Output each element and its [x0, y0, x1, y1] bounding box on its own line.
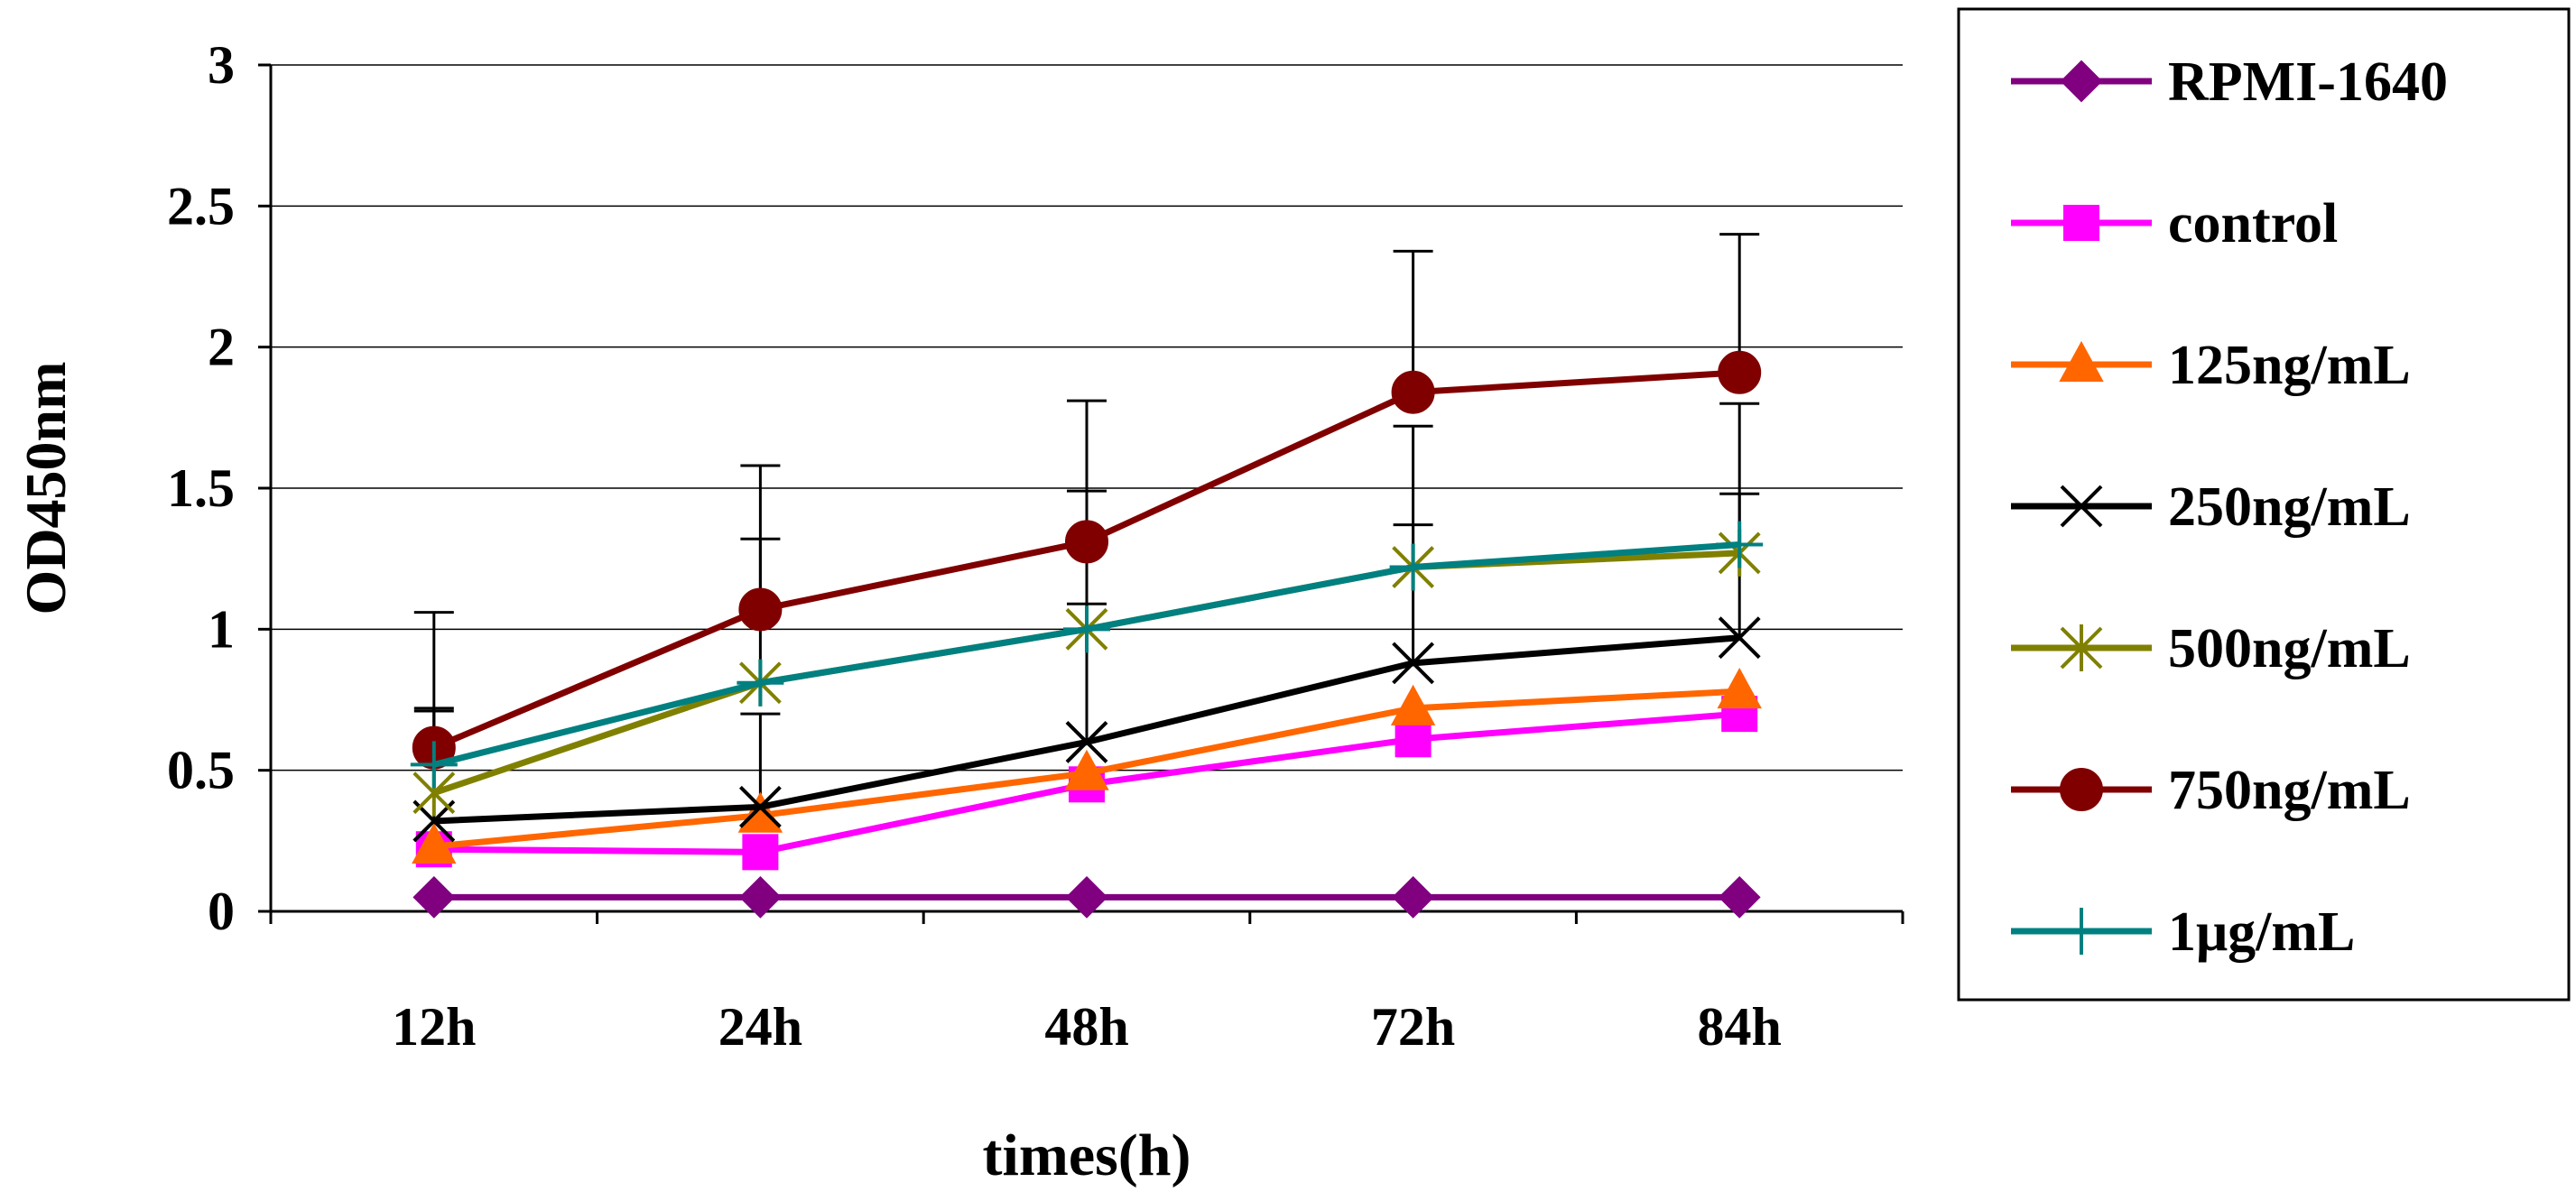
legend-item: 500ng/mL: [2011, 618, 2411, 679]
legend-item: control: [2011, 193, 2338, 254]
legend-label: control: [2168, 193, 2338, 254]
legend-item: 750ng/mL: [2011, 760, 2411, 821]
data-point: [1716, 521, 1764, 568]
data-point: [738, 587, 783, 632]
error-bar: [1067, 399, 1107, 542]
x-tick-label: 72h: [1371, 997, 1455, 1057]
data-point: [1392, 875, 1435, 919]
data-point: [737, 791, 783, 833]
data-point: [1063, 605, 1110, 653]
error-bar: [413, 611, 454, 748]
series-group: [412, 668, 1762, 864]
y-tick-label: 1.5: [167, 458, 235, 518]
legend-label: 750ng/mL: [2168, 760, 2411, 821]
legend-item: 1μg/mL: [2011, 901, 2355, 963]
data-point: [1065, 520, 1108, 564]
error-bar: [740, 712, 781, 808]
data-point: [1717, 668, 1762, 709]
data-point: [1391, 370, 1435, 414]
data-point: [1389, 543, 1437, 591]
x-tick-label: 12h: [392, 997, 476, 1057]
legend-marker: [2063, 205, 2099, 241]
y-tick-label: 2: [208, 318, 235, 377]
y-tick-label: 0.5: [167, 741, 235, 800]
y-tick-label: 2.5: [167, 176, 235, 236]
y-tick-label: 1: [208, 599, 235, 659]
data-point: [412, 823, 457, 864]
error-bar: [1393, 249, 1433, 393]
legend-label: 1μg/mL: [2168, 901, 2355, 963]
error-bar: [740, 464, 781, 610]
x-tick-label: 84h: [1698, 997, 1782, 1057]
legend-label: 500ng/mL: [2168, 618, 2411, 679]
data-point: [1392, 642, 1435, 685]
data-point: [738, 785, 782, 828]
data-point: [1390, 684, 1436, 725]
legend-label: 250ng/mL: [2168, 476, 2411, 538]
x-tick-label: 48h: [1044, 997, 1128, 1057]
series-group: [412, 875, 1761, 919]
legend-marker: [2058, 908, 2105, 955]
legend-label: 125ng/mL: [2168, 335, 2411, 396]
data-point: [412, 875, 456, 919]
data-point: [1395, 721, 1432, 758]
error-bar: [1393, 424, 1433, 568]
y-tick-label: 3: [208, 35, 235, 95]
data-point: [742, 834, 779, 871]
data-point: [1718, 350, 1762, 394]
x-axis-title: times(h): [983, 1122, 1191, 1188]
data-point: [1064, 749, 1109, 790]
data-point: [1065, 720, 1108, 763]
data-point: [1718, 875, 1761, 919]
legend-item: 125ng/mL: [2011, 335, 2411, 396]
legend-marker: [2060, 60, 2103, 103]
error-bar: [1719, 233, 1760, 373]
legend-marker: [2059, 340, 2104, 382]
legend-item: RPMI-1640: [2011, 51, 2448, 113]
data-point: [738, 875, 782, 919]
data-point: [737, 659, 784, 707]
series-layer: [410, 350, 1764, 919]
legend-label: RPMI-1640: [2168, 51, 2448, 113]
legend-item: 250ng/mL: [2011, 476, 2411, 538]
y-tick-label: 0: [208, 882, 235, 941]
legend-marker: [2060, 768, 2103, 811]
data-point: [1718, 616, 1761, 660]
legend-marker: [2060, 624, 2103, 671]
x-tick-label: 24h: [718, 997, 802, 1057]
data-point: [1065, 875, 1108, 919]
legend: RPMI-1640 control 125ng/mL 250ng/mL 500ng/mL…: [1957, 7, 2571, 1002]
y-axis-title: OD450nm: [14, 362, 78, 615]
axis-ticks: 0 0.5 1 1.5 2 2.5 3 12h 24h 48h 72h 84h: [167, 35, 1904, 1057]
series-group: [410, 521, 1764, 789]
legend-marker: [2060, 485, 2103, 528]
data-point: [410, 741, 458, 789]
